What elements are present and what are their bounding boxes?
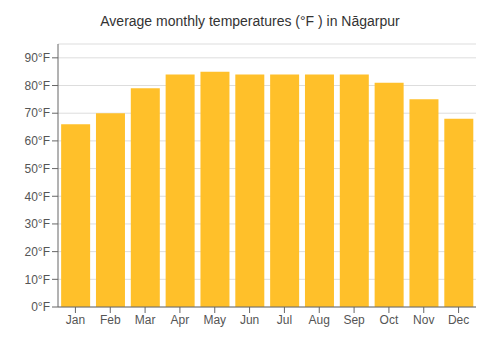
svg-text:10°F: 10°F	[25, 273, 50, 287]
svg-text:Dec: Dec	[448, 313, 469, 327]
svg-text:Jun: Jun	[240, 313, 259, 327]
svg-text:90°F: 90°F	[25, 51, 50, 65]
svg-text:Sep: Sep	[343, 313, 365, 327]
svg-text:Mar: Mar	[135, 313, 156, 327]
html-text:Average monthly temperatures (: Average monthly temperatures (°F ) in Nā…	[100, 13, 400, 29]
svg-text:70°F: 70°F	[25, 106, 50, 120]
svg-text:40°F: 40°F	[25, 190, 50, 204]
svg-text:0°F: 0°F	[31, 300, 50, 314]
svg-text:Aug: Aug	[309, 313, 330, 327]
svg-text:20°F: 20°F	[25, 245, 50, 259]
svg-text:Feb: Feb	[100, 313, 121, 327]
svg-text:50°F: 50°F	[25, 162, 50, 176]
svg-text:Oct: Oct	[380, 313, 399, 327]
svg-text:Jan: Jan	[66, 313, 85, 327]
svg-text:Apr: Apr	[171, 313, 190, 327]
svg-text:Nov: Nov	[413, 313, 434, 327]
svg-text:May: May	[203, 313, 226, 327]
svg-text:30°F: 30°F	[25, 217, 50, 231]
svg-text:80°F: 80°F	[25, 79, 50, 93]
svg-text:60°F: 60°F	[25, 134, 50, 148]
svg-text:Jul: Jul	[277, 313, 292, 327]
